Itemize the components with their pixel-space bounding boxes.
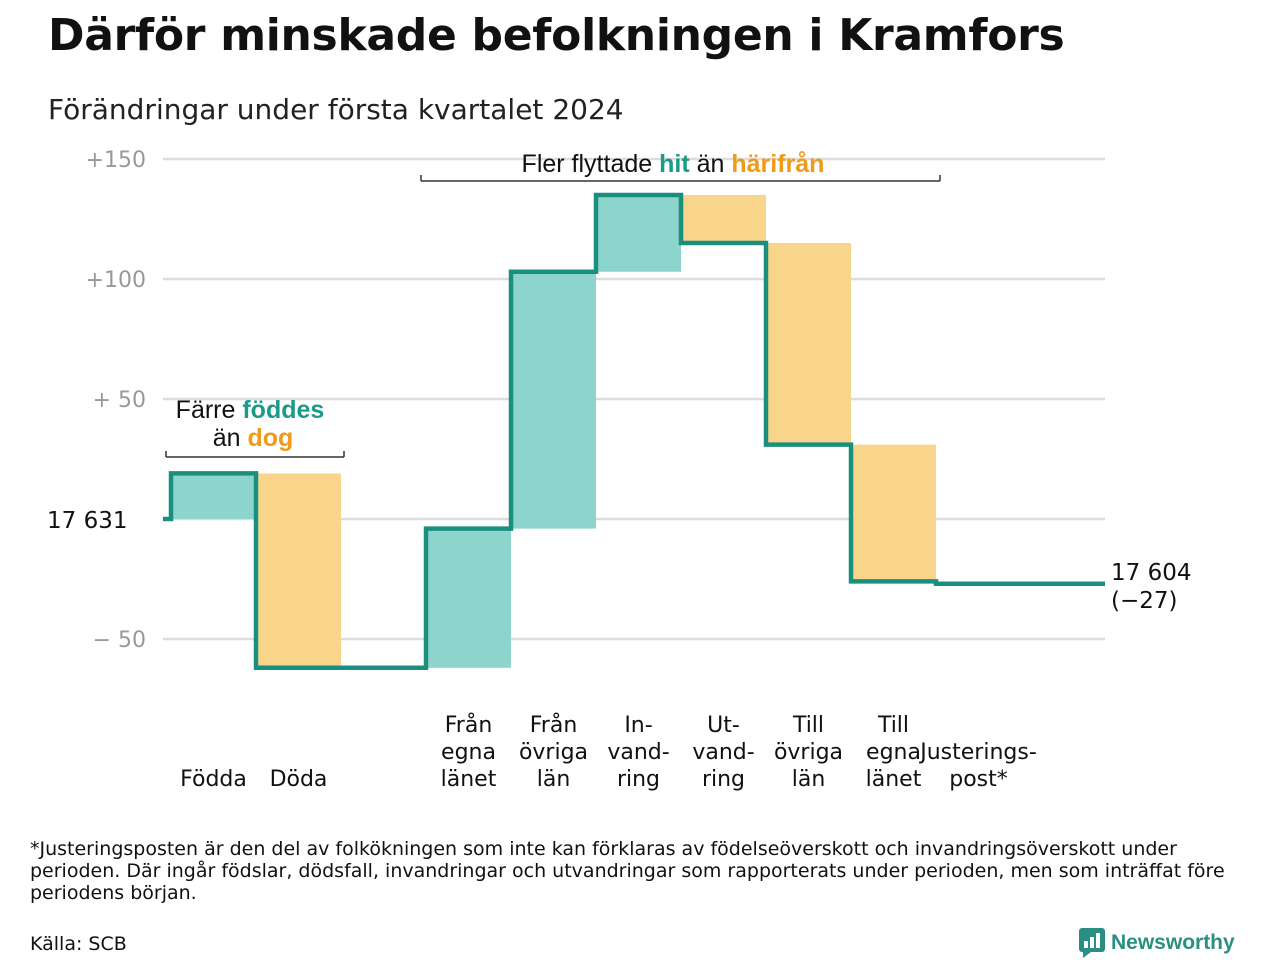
- chart-title: Därför minskade befolkningen i Kramfors: [48, 10, 1065, 61]
- annotation-bracket-migration: [420, 175, 941, 182]
- end-value-label: 17 604: [1111, 560, 1191, 586]
- annotation-migration: Fler flyttade hit än härifrån: [522, 150, 825, 178]
- bar-ut-: [681, 195, 766, 243]
- annotation-bracket-births: [165, 451, 345, 458]
- y-tick-label: +100: [86, 268, 146, 293]
- end-change-label: (−27): [1111, 588, 1177, 614]
- chart-subtitle: Förändringar under första kvartalet 2024: [48, 93, 624, 126]
- x-category-label: Från egna länet: [441, 712, 497, 792]
- bar-födda: [171, 473, 256, 519]
- x-category-label: Till egna länet: [866, 713, 922, 792]
- brand-name: Newsworthy: [1111, 931, 1235, 954]
- waterfall-chart: +150 +100 + 50 − 50 17 631 Födda Döda Från egna l…: [47, 148, 1191, 792]
- x-category-label: Till övriga län: [774, 713, 843, 792]
- bar-till: [851, 444, 936, 582]
- y-tick-label: − 50: [93, 628, 146, 653]
- newsworthy-icon: [1079, 928, 1105, 958]
- bar-från: [511, 271, 596, 529]
- x-category-label: Ut-vand-ring: [692, 713, 754, 792]
- footnote: *Justeringsposten är den del av folkökni…: [30, 838, 1225, 904]
- bar-till: [766, 243, 851, 445]
- brand-logo: Newsworthy: [1079, 928, 1235, 958]
- x-category-label: Från övriga län: [519, 712, 588, 792]
- start-value-label: 17 631: [47, 508, 127, 534]
- annotation-births-line1: Färre föddes: [176, 396, 325, 424]
- annotation-births-line2: än dog: [213, 424, 294, 452]
- y-tick-label: +150: [86, 148, 146, 173]
- x-category-label: Döda: [270, 767, 328, 792]
- bar-döda: [256, 473, 341, 668]
- source-note: Källa: SCB: [30, 933, 127, 955]
- bar-in-: [596, 195, 681, 272]
- cumulative-step-line: [163, 192, 1105, 671]
- x-category-label: Justerings-post*: [918, 740, 1037, 792]
- x-category-label: Födda: [180, 767, 247, 792]
- x-category-label: In-vand-ring: [607, 713, 669, 792]
- y-tick-label: + 50: [93, 388, 146, 413]
- bar-från: [426, 528, 511, 668]
